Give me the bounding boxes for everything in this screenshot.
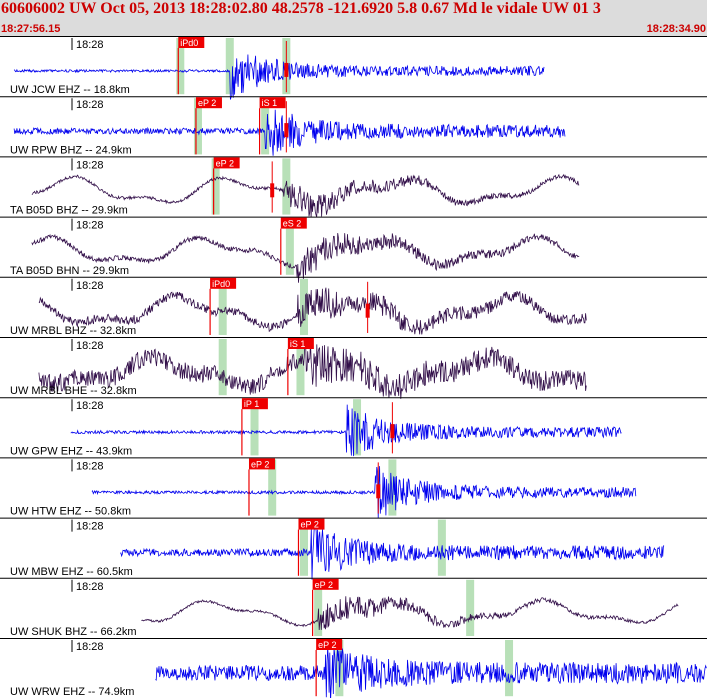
phase-window-band [388,459,397,516]
window-start-time: 18:27:56.15 [1,23,61,35]
trace-panel: 18:28 eP 2 UW MBW EHZ -- 60.5km [0,517,707,580]
phase-window-band [268,459,277,516]
waveform-trace [91,466,637,519]
station-label: TA B05D BHN -- 29.9km [10,265,129,277]
phase-pick-label: eP 2 [251,459,269,469]
minute-tick-label: 18:28 [76,99,104,111]
waveform-trace [13,109,566,156]
minute-tick-label: 18:28 [76,280,104,292]
phase-window-band [225,38,234,95]
minute-tick-label: 18:28 [76,220,104,232]
phase-pick-label: eP 2 [216,158,234,168]
phase-pick-label: eP 2 [198,98,216,108]
phase-pick-label: iPd0 [180,38,198,48]
time-marker-cap [284,123,289,138]
minute-tick-label: 18:28 [76,581,104,593]
trace-panel: 18:28 iS 1 UW MRBL BHE -- 32.8km [0,337,707,399]
station-label: UW MRBL BHZ -- 32.8km [10,325,136,337]
phase-window-band [193,98,202,155]
station-label: TA B05D BHZ -- 29.9km [10,205,128,217]
waveform-trace [120,524,665,580]
minute-tick-label: 18:28 [76,39,104,51]
minute-tick-label: 18:28 [76,641,104,653]
phase-window-band [282,158,291,215]
station-label: UW MBW EHZ -- 60.5km [10,566,133,578]
phase-pick-box [213,157,240,169]
phase-window-band [466,579,475,636]
waveform-trace [141,596,679,631]
time-marker-cap [284,62,289,77]
trace-panel: 18:28 eP 2 UW HTW EHZ -- 50.8km [0,457,707,519]
minute-tick-label: 18:28 [76,460,104,472]
phase-pick-label: iPd0 [212,279,230,289]
phase-pick-label: iS 1 [290,339,306,349]
phase-pick-label: iS 1 [262,98,278,108]
trace-panel: 18:28 eP 2 UW SHUK BHZ -- 66.2km [0,577,707,638]
record-header: 60606002 UW Oct 05, 2013 18:28:02.80 48.… [0,0,707,36]
phase-pick-box [312,578,339,590]
trace-panel: 18:28 eP 2 TA B05D BHZ -- 29.9km [0,156,707,218]
station-label: UW JCW EHZ -- 18.8km [10,84,130,96]
station-label: UW WRW EHZ -- 74.9km [10,686,134,698]
phase-pick-box [298,518,325,530]
phase-pick-box [287,338,314,349]
phase-window-band [296,339,305,396]
waveform-trace [70,404,622,457]
phase-window-band [300,278,309,335]
minute-tick-label: 18:28 [76,159,104,171]
phase-pick-label: iP 1 [244,399,259,409]
waveform-trace [31,173,580,218]
waveform-trace [13,54,545,100]
phase-pick-box [259,97,286,109]
minute-tick-label: 18:28 [76,400,104,412]
window-end-time: 18:28:34.90 [646,23,706,35]
minute-tick-label: 18:28 [76,521,104,533]
event-title: 60606002 UW Oct 05, 2013 18:28:02.80 48.… [1,0,601,17]
waveform-trace [38,340,587,399]
time-marker-cap [390,424,395,439]
phase-window-band [300,519,309,576]
phase-window-band [505,640,514,697]
waveform-trace [38,287,587,335]
phase-pick-box [316,639,343,650]
phase-pick-box [241,398,268,410]
station-label: UW SHUK BHZ -- 66.2km [10,626,137,638]
trace-panel: 18:28 iPd0 UW JCW EHZ -- 18.8km [0,36,707,100]
phase-window-band [211,158,220,215]
phase-pick-label: eP 2 [300,520,318,530]
phase-pick-label: eP 2 [318,640,336,650]
trace-panel: 18:28 iPd0 UW MRBL BHZ -- 32.8km [0,276,707,337]
phase-window-band [261,98,270,155]
phase-window-band [285,218,294,275]
trace-panel: 18:28 eP 2 iS 1 UW RPW BHZ -- 24.9km [0,96,707,156]
phase-pick-label: eP 2 [315,580,333,590]
phase-window-band [314,579,323,636]
waveform-trace [31,233,580,283]
trace-panel: 18:28 eS 2 TA B05D BHN -- 29.9km [0,216,707,283]
time-marker-cap [365,303,370,318]
waveform-trace [155,646,707,698]
phase-pick-label: eS 2 [283,219,302,229]
station-label: UW MRBL BHE -- 32.8km [10,385,137,397]
trace-panel: 18:28 iP 1 UW GPW EHZ -- 43.9km [0,397,707,457]
trace-panel: 18:28 eP 2 UW WRW EHZ -- 74.9km [0,638,707,698]
phase-window-band [218,278,227,335]
phase-window-band [353,399,362,456]
phase-pick-box [210,277,237,289]
seismogram-panel: 18:28 iPd0 UW JCW EHZ -- 18.8km 18:28 eP 2 iS… [0,36,707,698]
time-marker-cap [270,183,275,198]
phase-pick-box [195,97,222,109]
station-label: UW GPW EHZ -- 43.9km [10,445,132,457]
phase-pick-box [280,217,307,229]
phase-window-band [176,38,185,95]
time-marker-cap [376,484,381,499]
station-label: UW HTW EHZ -- 50.8km [10,506,131,518]
phase-window-band [250,399,259,456]
minute-tick-label: 18:28 [76,340,104,352]
phase-window-band [218,339,227,396]
station-label: UW RPW BHZ -- 24.9km [10,144,132,156]
phase-pick-box [178,37,205,48]
phase-pick-box [248,458,275,470]
